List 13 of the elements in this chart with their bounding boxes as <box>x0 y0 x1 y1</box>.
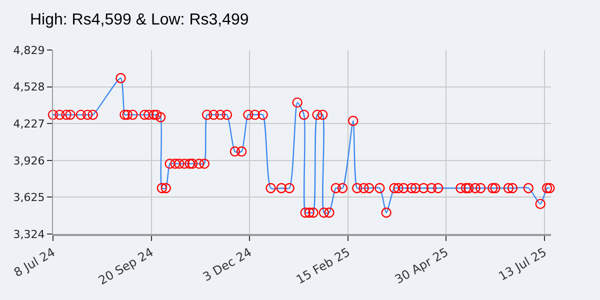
x-tick-label: 13 Jul 25 <box>496 245 549 284</box>
x-tick-label: 30 Apr 25 <box>392 245 451 287</box>
y-tick-label: 4,829 <box>13 44 45 57</box>
x-tick-label: 20 Sep 24 <box>96 245 156 288</box>
x-tick-label: 15 Feb 25 <box>294 245 352 287</box>
x-tick-label: 8 Jul 24 <box>12 245 58 280</box>
y-tick-label: 3,625 <box>13 191 45 204</box>
chart-title: High: Rs4,599 & Low: Rs3,499 <box>30 12 249 29</box>
y-tick-label: 4,227 <box>13 117 45 130</box>
y-tick-label: 3,926 <box>13 154 45 168</box>
x-tick-label: 3 Dec 24 <box>200 245 254 284</box>
y-tick-label: 3,324 <box>13 228 45 241</box>
y-tick-label: 4,528 <box>13 80 45 94</box>
